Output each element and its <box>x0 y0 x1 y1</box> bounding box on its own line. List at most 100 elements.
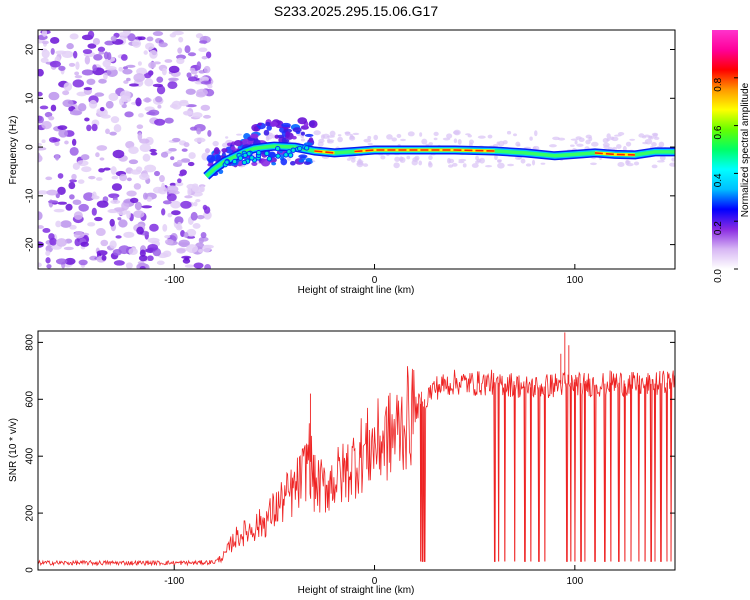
spectrogram-noise-blob <box>109 131 117 136</box>
spectrogram-knot <box>275 153 281 159</box>
spectrogram-noise-blob <box>169 103 178 109</box>
spectrogram-transition-blob <box>298 154 308 159</box>
snr-xtick-label: 0 <box>372 576 378 587</box>
spectrogram-noise-blob <box>41 121 52 130</box>
spectrogram-noise-blob <box>134 201 142 211</box>
spectrogram-noise-blob <box>176 248 186 254</box>
spectrogram-speckle <box>428 155 433 161</box>
spectrogram-knot <box>231 158 238 165</box>
spectrogram-noise-blob <box>105 128 110 135</box>
spectrogram-noise-blob <box>199 40 208 44</box>
spectrogram-speckle <box>358 158 362 165</box>
spectrogram-speckle <box>428 142 433 146</box>
spectrogram-speckle <box>462 163 467 168</box>
spectrogram-noise-blob <box>47 200 59 204</box>
spectrogram-noise-blob <box>103 51 109 60</box>
spectrogram-speckle <box>453 129 461 136</box>
spectrogram-speckle <box>658 141 665 148</box>
spectrogram-noise-blob <box>168 77 179 82</box>
spectrogram-noise-blob <box>204 264 212 269</box>
spectrogram-noise-blob <box>183 232 189 238</box>
spectrogram-noise-blob <box>164 234 171 239</box>
snr-xlabel: Height of straight line (km) <box>298 585 415 596</box>
spectrogram-noise-blob <box>150 151 158 156</box>
spectrogram-speckle <box>425 143 430 146</box>
spectrogram-noise-blob <box>157 104 162 109</box>
spectrogram-transition-blob <box>250 135 258 139</box>
spectrogram-noise-blob <box>118 219 128 228</box>
colorbar-tick-label: 0.0 <box>713 269 724 283</box>
spectrogram-transition-blob <box>251 161 258 166</box>
spectrogram-speckle <box>452 162 458 167</box>
spectrogram-noise-blob <box>57 125 68 130</box>
spectrogram-noise-blob <box>95 228 106 237</box>
spectrogram-noise-blob <box>186 228 197 237</box>
snr-xtick-label: 100 <box>566 576 583 587</box>
spectrogram-noise-blob <box>204 148 210 154</box>
spectrogram-knot <box>237 155 244 161</box>
spectrogram-speckle <box>531 159 536 166</box>
spectrogram-noise-blob <box>110 35 117 42</box>
spectrogram-ridge-red <box>354 149 495 153</box>
spectrogram-ridge-red <box>594 152 635 156</box>
spectrogram-noise-blob <box>97 46 106 53</box>
spectrogram-transition-blob <box>284 139 290 143</box>
spectrogram-noise-blob <box>102 59 111 68</box>
spectrogram-speckle <box>363 163 369 167</box>
spectrogram-noise-blob <box>45 176 53 181</box>
spectrogram-speckle <box>352 132 360 136</box>
spectrogram-noise-blob <box>139 143 151 153</box>
spectrogram-noise-blob <box>124 111 134 118</box>
spectrogram-noise-blob <box>41 40 49 45</box>
spectrogram-noise-blob <box>54 154 60 161</box>
spectrogram-noise-blob <box>42 227 51 233</box>
spectrogram-noise-blob <box>171 210 181 216</box>
chart-title: S233.2025.295.15.06.G17 <box>274 3 438 19</box>
spectrogram-speckle <box>622 145 627 152</box>
spectrogram-noise-blob <box>139 249 146 257</box>
spectrogram-noise-blob <box>144 78 154 87</box>
colorbar-label: Normalized spectral amplitude <box>740 82 750 217</box>
spectrogram-speckle <box>517 143 521 147</box>
spectrogram-speckle <box>506 130 512 135</box>
spectrogram-knot <box>297 145 303 152</box>
spectrogram-speckle <box>651 142 657 147</box>
spectrogram-noise-blob <box>80 241 89 247</box>
spectrogram-speckle <box>607 147 614 151</box>
spectrogram-noise-blob <box>144 164 157 173</box>
spectrogram-noise-blob <box>125 64 136 68</box>
spectrogram-noise-blob <box>81 166 92 173</box>
spectrogram-noise-blob <box>169 33 177 38</box>
spectrogram-speckle <box>532 145 540 151</box>
spectrogram-noise-blob <box>196 214 205 220</box>
spectrogram-noise-blob <box>178 101 189 107</box>
spectrogram-noise-blob <box>71 138 77 146</box>
spectrogram-speckle <box>344 131 351 135</box>
spectrogram-noise-blob <box>64 140 69 145</box>
spectrogram-noise-blob <box>149 148 157 153</box>
spectrogram-noise-blob <box>139 138 150 144</box>
spectrogram-noise-blob <box>83 87 93 91</box>
spectrogram-noise-blob <box>78 203 89 212</box>
spectrogram-noise-blob <box>152 31 164 37</box>
spectrogram-noise-blob <box>139 173 150 181</box>
spectrogram-speckle <box>433 137 438 141</box>
spectrogram-noise-blob <box>137 132 143 141</box>
spectrogram-noise-blob <box>166 193 177 202</box>
spectrogram-noise-blob <box>161 208 166 216</box>
colorbar <box>712 30 738 269</box>
spectrogram-noise-blob <box>185 88 196 95</box>
spectrogram-noise-blob <box>84 55 91 65</box>
spectrogram-noise-blob <box>118 67 124 72</box>
spectrogram-speckle <box>225 136 229 139</box>
spectrogram-noise-blob <box>146 36 154 42</box>
spectrogram-speckle <box>380 155 386 160</box>
spectrogram-noise-blob <box>161 182 166 192</box>
spectrogram-noise-blob <box>103 167 111 171</box>
spectrogram-transition-blob <box>263 129 270 136</box>
spectrogram-noise-blob <box>136 226 144 235</box>
spectrogram-speckle <box>393 162 400 169</box>
spectrogram-speckle <box>373 134 379 141</box>
spectrogram-noise-blob <box>198 47 208 52</box>
spectrogram-speckle <box>212 140 219 147</box>
